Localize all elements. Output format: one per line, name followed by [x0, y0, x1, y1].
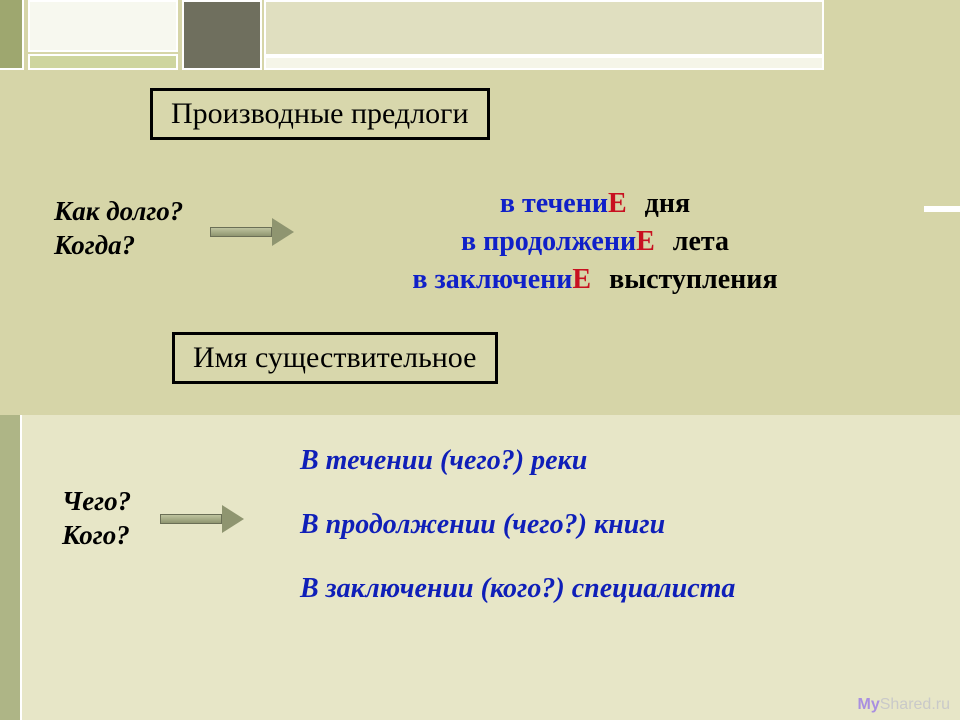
noun-examples: В течении (чего?) реки В продолжении (че… [300, 445, 735, 637]
watermark-my: My [858, 696, 880, 713]
frame-piece [0, 0, 24, 70]
prep-tail: лета [673, 226, 729, 257]
prep-prefix: в продолжени [461, 226, 636, 257]
noun-heading-text: Имя существительное [193, 341, 477, 374]
question-line: Как долго? [54, 196, 183, 226]
frame-piece [264, 56, 824, 70]
question-how-long: Как долго? Когда? [54, 195, 183, 263]
preposition-examples: в течениЕдня в продолжениЕлета в заключе… [260, 185, 930, 298]
preposition-line: в течениЕдня [260, 185, 930, 223]
arrow-head [222, 505, 244, 533]
noun-heading-box: Имя существительное [172, 332, 498, 384]
noun-line: В продолжении (чего?) книги [300, 509, 735, 541]
question-line: Когда? [54, 230, 135, 260]
frame-piece [28, 54, 178, 70]
prep-prefix: в заключени [412, 264, 572, 295]
prep-ending: Е [572, 264, 591, 295]
prep-tail: дня [645, 188, 690, 219]
arrow-shaft [160, 514, 222, 524]
frame-piece [28, 0, 178, 52]
prep-ending: Е [608, 188, 627, 219]
title-box: Производные предлоги [150, 88, 490, 140]
question-line: Чего? [62, 486, 131, 516]
frame-piece [0, 415, 22, 720]
question-line: Кого? [62, 520, 130, 550]
preposition-line: в заключениЕвыступления [260, 261, 930, 299]
noun-line: В течении (чего?) реки [300, 445, 735, 477]
prep-tail: выступления [609, 264, 777, 295]
decorative-frame [0, 0, 960, 70]
prep-prefix: в течени [500, 188, 608, 219]
question-what-who: Чего? Кого? [62, 485, 131, 553]
arrow-icon [160, 505, 244, 533]
preposition-line: в продолжениЕлета [260, 223, 930, 261]
watermark: MyShared.ru [858, 696, 951, 714]
frame-piece [264, 0, 824, 56]
noun-line: В заключении (кого?) специалиста [300, 573, 735, 605]
title-text: Производные предлоги [171, 97, 469, 130]
frame-piece [182, 0, 262, 70]
watermark-rest: Shared.ru [880, 696, 950, 713]
prep-ending: Е [636, 226, 655, 257]
